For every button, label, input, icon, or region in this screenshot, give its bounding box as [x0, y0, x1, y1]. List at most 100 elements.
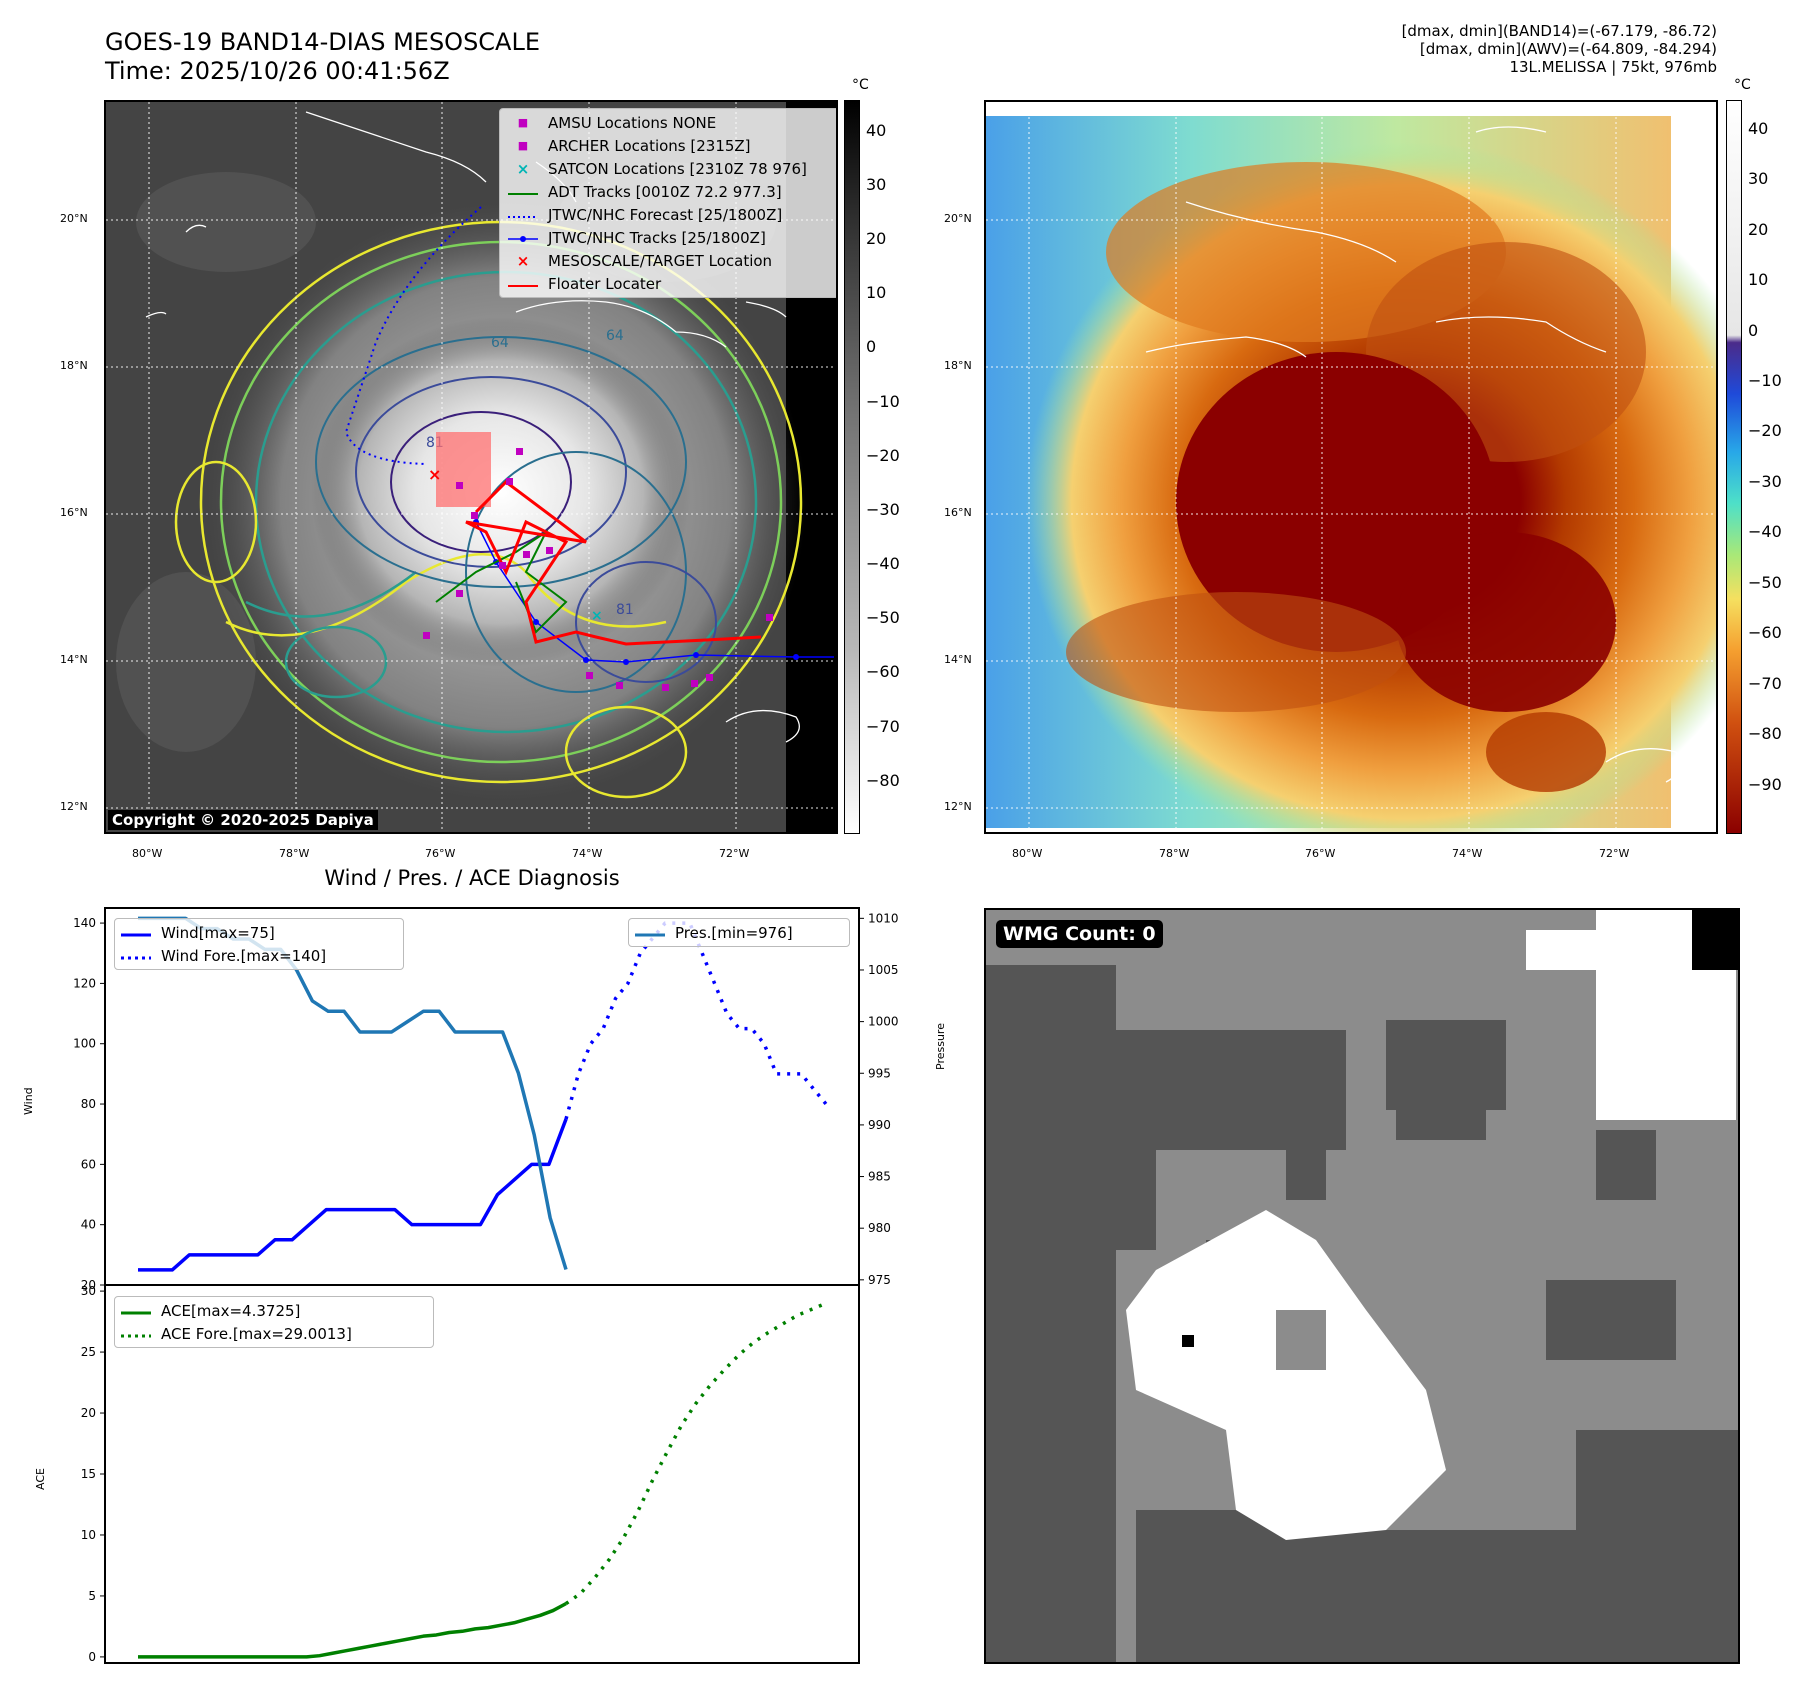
- map-legend: ■ AMSU Locations NONE ■ ARCHER Locations…: [499, 108, 836, 298]
- colorbar-tick: 20: [1748, 219, 1769, 239]
- colorbar-tick: 40: [1748, 118, 1769, 138]
- copyright-label: Copyright © 2020-2025 Dapiya: [108, 810, 378, 830]
- square-icon: ■: [517, 139, 529, 152]
- lon-label: 72°W: [719, 847, 750, 860]
- dotted-line-icon: [119, 947, 153, 965]
- wmg-panel: WMG Count: 0: [984, 908, 1740, 1664]
- archer-points: [423, 448, 773, 691]
- contour-label-4: 81: [616, 602, 634, 618]
- colorbar-tick: 0: [1748, 320, 1759, 340]
- lon-label: 72°W: [1599, 847, 1630, 860]
- legend-label: ADT Tracks [0010Z 72.2 977.3]: [548, 182, 782, 201]
- satcon-marker: ×: [591, 608, 603, 624]
- wind-tick-label: 80: [81, 1097, 96, 1111]
- legend-label: ARCHER Locations [2315Z]: [548, 136, 751, 155]
- legend-ace: ACE[max=4.3725]: [119, 1299, 429, 1322]
- ace-tick-label: 15: [81, 1467, 96, 1481]
- legend-satcon: × SATCON Locations [2310Z 78 976]: [506, 157, 836, 180]
- lat-label: 16°N: [944, 506, 972, 519]
- lon-label: 74°W: [572, 847, 603, 860]
- legend-tracks: JTWC/NHC Tracks [25/1800Z]: [506, 226, 836, 249]
- contour-label-1: 64: [491, 335, 509, 351]
- wind-tick-label: 20: [81, 1278, 96, 1292]
- legend-label: Wind Fore.[max=140]: [161, 946, 327, 965]
- legend-adt: ADT Tracks [0010Z 72.2 977.3]: [506, 180, 836, 203]
- lon-label: 76°W: [1305, 847, 1336, 860]
- pressure-series-line: [138, 916, 568, 1271]
- legend-label: AMSU Locations NONE: [548, 113, 717, 132]
- legend-label: ACE Fore.[max=29.0013]: [161, 1324, 352, 1343]
- colorbar-tick: −10: [1748, 370, 1782, 390]
- colorbar-tick: −50: [866, 608, 900, 628]
- lat-label: 16°N: [60, 506, 88, 519]
- legend-label: Wind[max=75]: [161, 923, 275, 942]
- pressure-tick-label: 1005: [868, 963, 899, 977]
- wmg-black-pixel: [1182, 1335, 1194, 1347]
- wind-tick-label: 100: [73, 1037, 96, 1051]
- lat-label: 14°N: [60, 653, 88, 666]
- ace-tick-label: 25: [81, 1345, 96, 1359]
- contour-label-2: 64: [606, 328, 624, 344]
- lat-label: 14°N: [944, 653, 972, 666]
- diagnosis-title: Wind / Pres. / ACE Diagnosis: [324, 866, 620, 890]
- ace-tick-label: 10: [81, 1528, 96, 1542]
- pressure-legend: Pres.[min=976]: [628, 918, 850, 947]
- colorbar-gray: [844, 100, 860, 834]
- lon-label: 80°W: [1012, 847, 1043, 860]
- lon-label: 78°W: [1159, 847, 1190, 860]
- ace-tick-label: 30: [81, 1284, 96, 1298]
- wind-legend: Wind[max=75] Wind Fore.[max=140]: [114, 918, 404, 970]
- info-line-3: 13L.MELISSA | 75kt, 976mb: [1509, 58, 1717, 76]
- wind-tick-label: 40: [81, 1218, 96, 1232]
- dot-line-icon: [506, 229, 540, 247]
- figure-title: GOES-19 BAND14-DIAS MESOSCALE Time: 2025…: [105, 28, 540, 86]
- colorbar-tick: −20: [866, 445, 900, 465]
- wind-tick-label: 140: [73, 916, 96, 930]
- line-icon: [506, 183, 540, 201]
- colorbar-tick: −70: [866, 716, 900, 736]
- colorbar-tick: 40: [866, 120, 887, 140]
- lon-label: 78°W: [279, 847, 310, 860]
- coastlines: [1145, 126, 1680, 783]
- wind-tick-label: 60: [81, 1157, 96, 1171]
- pressure-tick-label: 1000: [868, 1015, 899, 1029]
- wmg-count-badge: WMG Count: 0: [996, 920, 1163, 948]
- map-grid: [986, 102, 1716, 832]
- ir-map-panel: 64 64 81 81: [104, 100, 838, 834]
- square-icon: ■: [517, 116, 529, 129]
- colorbar-gray-unit: °C: [852, 77, 869, 93]
- ace-series-line: [138, 1602, 567, 1659]
- ace-legend: ACE[max=4.3725] ACE Fore.[max=29.0013]: [114, 1296, 434, 1348]
- pressure-tick-label: 985: [868, 1170, 891, 1184]
- pressure-tick-label: 995: [868, 1066, 891, 1080]
- colorbar-tick: −60: [1748, 623, 1782, 643]
- colorbar-color: [1726, 100, 1742, 834]
- nhc-track: [475, 521, 834, 663]
- colorbar-tick: −80: [1748, 724, 1782, 744]
- lat-label: 12°N: [60, 800, 88, 813]
- pressure-tick-label: 980: [868, 1221, 891, 1235]
- legend-target: × MESOSCALE/TARGET Location: [506, 249, 836, 272]
- legend-label: Pres.[min=976]: [675, 923, 793, 942]
- colorbar-tick: 20: [866, 229, 887, 249]
- ace-tick-label: 20: [81, 1406, 96, 1420]
- colorbar-tick: −70: [1748, 673, 1782, 693]
- legend-wind: Wind[max=75]: [119, 921, 399, 944]
- line-icon: [633, 924, 667, 942]
- legend-label: JTWC/NHC Forecast [25/1800Z]: [548, 205, 783, 224]
- lat-label: 20°N: [944, 212, 972, 225]
- title-line-2: Time: 2025/10/26 00:41:56Z: [105, 57, 450, 85]
- colorbar-tick: −10: [866, 391, 900, 411]
- wind-forecast-line: [564, 921, 828, 1120]
- color-ir-image: [986, 102, 1716, 832]
- lon-label: 76°W: [425, 847, 456, 860]
- legend-label: JTWC/NHC Tracks [25/1800Z]: [548, 228, 766, 247]
- colorbar-tick: −30: [866, 499, 900, 519]
- lon-label: 80°W: [132, 847, 163, 860]
- target-marker: ×: [428, 465, 441, 484]
- title-line-1: GOES-19 BAND14-DIAS MESOSCALE: [105, 28, 541, 56]
- lon-label: 74°W: [1452, 847, 1483, 860]
- lat-label: 18°N: [944, 359, 972, 372]
- colorbar-tick: −60: [866, 662, 900, 682]
